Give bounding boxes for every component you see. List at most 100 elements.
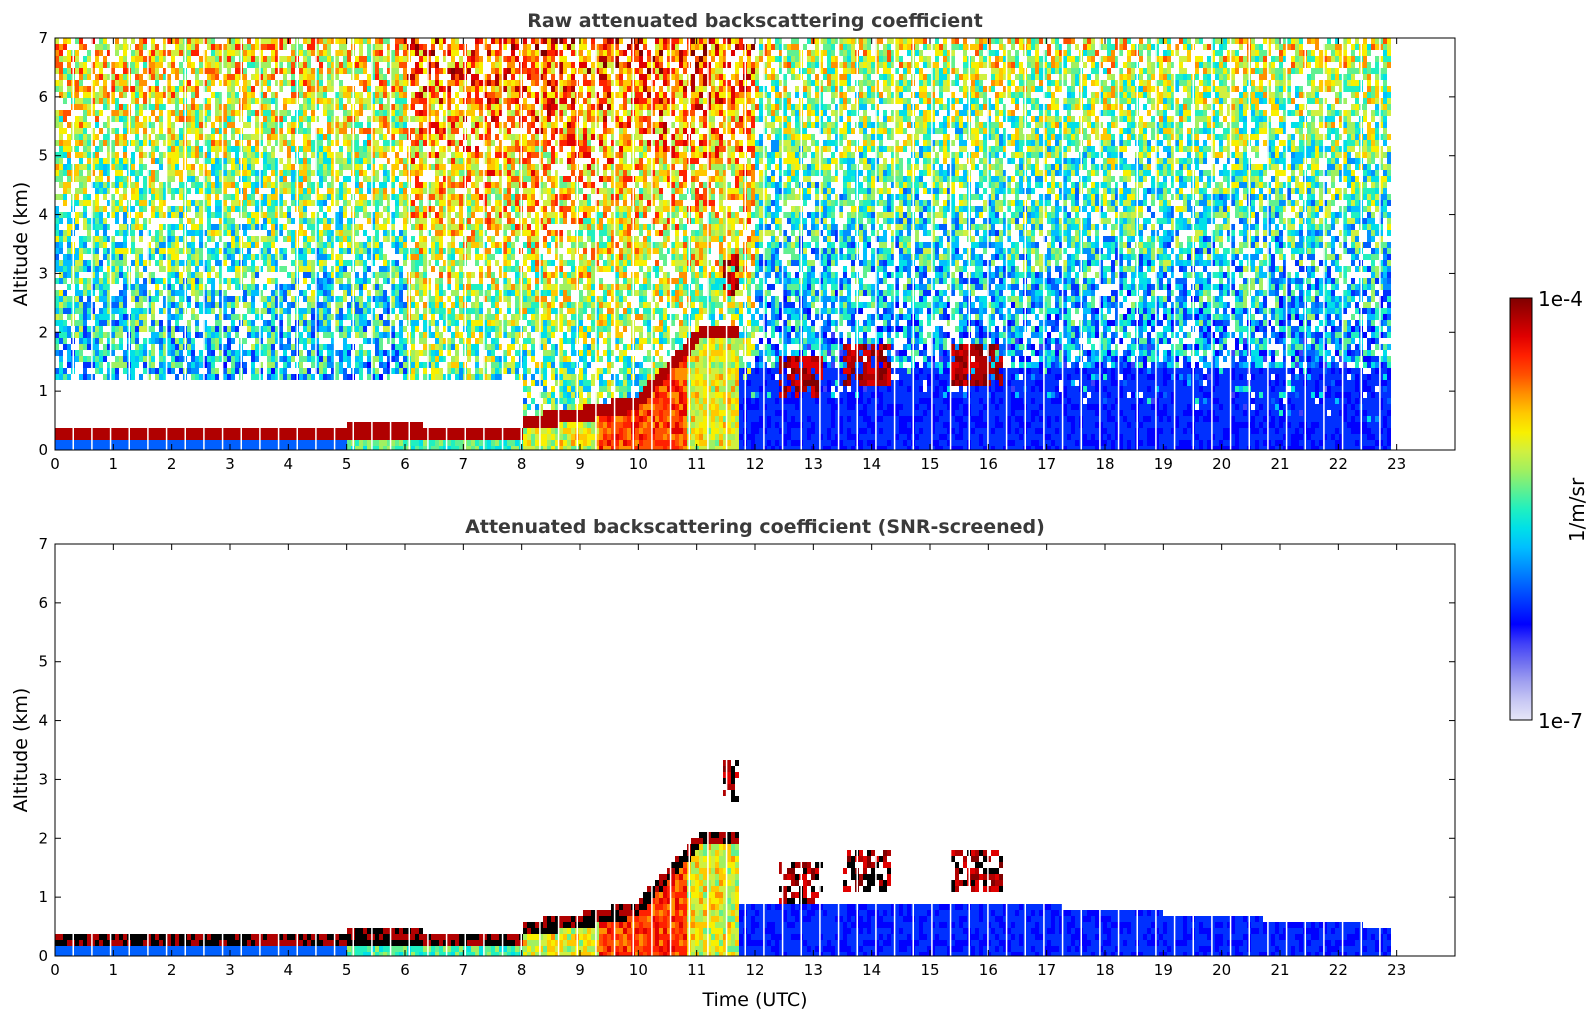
raw-heatmap-cell: [307, 248, 311, 254]
raw-heatmap-cell: [307, 92, 311, 98]
raw-heatmap-cell: [143, 308, 147, 314]
raw-heatmap-cell: [455, 314, 459, 320]
raw-heatmap-cell: [311, 116, 315, 122]
raw-heatmap-cell: [415, 374, 419, 380]
raw-heatmap-cell: [467, 290, 471, 296]
raw-heatmap-cell: [391, 290, 395, 296]
raw-heatmap-cell: [455, 440, 459, 446]
raw-heatmap-cell: [227, 314, 231, 320]
raw-heatmap-cell: [267, 86, 271, 92]
raw-heatmap-cell: [179, 260, 183, 266]
raw-heatmap-cell: [251, 188, 255, 194]
raw-heatmap-cell: [223, 440, 227, 446]
raw-heatmap-cell: [435, 320, 439, 326]
raw-heatmap-cell: [243, 242, 247, 248]
raw-heatmap-cell: [475, 314, 479, 320]
raw-heatmap-cell: [155, 296, 159, 302]
raw-heatmap-cell: [207, 248, 211, 254]
raw-heatmap-cell: [171, 326, 175, 332]
raw-heatmap-cell: [359, 122, 363, 128]
raw-heatmap-cell: [423, 50, 427, 56]
raw-heatmap-cell: [247, 56, 251, 62]
raw-heatmap-cell: [171, 266, 175, 272]
raw-heatmap-cell: [135, 44, 139, 50]
raw-heatmap-cell: [131, 164, 135, 170]
raw-heatmap-cell: [115, 86, 119, 92]
raw-heatmap-cell: [195, 374, 199, 380]
raw-heatmap-cell: [75, 170, 79, 176]
raw-heatmap-cell: [143, 224, 147, 230]
raw-heatmap-cell: [411, 326, 415, 332]
raw-heatmap-cell: [399, 158, 403, 164]
raw-heatmap-cell: [55, 44, 59, 50]
raw-heatmap-cell: [67, 242, 71, 248]
raw-heatmap-cell: [123, 236, 127, 242]
raw-heatmap-cell: [395, 272, 399, 278]
raw-heatmap-cell: [123, 362, 127, 368]
raw-heatmap-cell: [55, 434, 59, 440]
raw-heatmap-cell: [379, 332, 383, 338]
raw-heatmap-cell: [323, 200, 327, 206]
raw-heatmap-cell: [419, 338, 423, 344]
raw-heatmap-cell: [179, 152, 183, 158]
raw-heatmap-cell: [475, 296, 479, 302]
raw-heatmap-cell: [79, 164, 83, 170]
raw-heatmap-cell: [439, 308, 443, 314]
raw-heatmap-cell: [139, 146, 143, 152]
raw-heatmap-cell: [59, 440, 63, 446]
raw-heatmap-cell: [131, 224, 135, 230]
raw-heatmap-cell: [303, 242, 307, 248]
raw-heatmap-cell: [311, 110, 315, 116]
raw-heatmap-cell: [367, 374, 371, 380]
raw-heatmap-cell: [467, 332, 471, 338]
raw-heatmap-cell: [215, 434, 219, 440]
raw-heatmap-cell: [215, 254, 219, 260]
raw-heatmap-cell: [159, 182, 163, 188]
raw-heatmap-cell: [191, 350, 195, 356]
raw-heatmap-cell: [227, 98, 231, 104]
raw-heatmap-cell: [447, 344, 451, 350]
raw-heatmap-cell: [119, 194, 123, 200]
raw-heatmap-cell: [343, 326, 347, 332]
raw-heatmap-cell: [151, 110, 155, 116]
raw-heatmap-cell: [347, 152, 351, 158]
raw-heatmap-cell: [475, 284, 479, 290]
raw-heatmap-cell: [355, 320, 359, 326]
raw-heatmap-cell: [459, 374, 463, 380]
raw-heatmap-cell: [411, 356, 415, 362]
raw-heatmap-cell: [231, 434, 235, 440]
raw-heatmap-cell: [247, 218, 251, 224]
raw-heatmap-cell: [375, 170, 379, 176]
raw-heatmap-cell: [55, 170, 59, 176]
raw-heatmap-cell: [227, 224, 231, 230]
raw-heatmap-cell: [187, 110, 191, 116]
raw-heatmap-cell: [63, 230, 67, 236]
raw-heatmap-cell: [63, 182, 67, 188]
raw-heatmap-cell: [199, 206, 203, 212]
raw-heatmap-cell: [303, 152, 307, 158]
raw-heatmap-cell: [231, 98, 235, 104]
raw-heatmap-cell: [195, 146, 199, 152]
raw-heatmap-cell: [95, 134, 99, 140]
raw-heatmap-cell: [235, 140, 239, 146]
raw-heatmap-cell: [455, 326, 459, 332]
raw-heatmap-cell: [391, 434, 395, 440]
raw-heatmap-cell: [475, 44, 479, 50]
raw-heatmap-cell: [131, 188, 135, 194]
raw-heatmap-cell: [115, 128, 119, 134]
raw-heatmap-cell: [383, 266, 387, 272]
raw-heatmap-cell: [195, 284, 199, 290]
raw-heatmap-cell: [303, 176, 307, 182]
raw-heatmap-cell: [379, 128, 383, 134]
raw-heatmap-cell: [151, 368, 155, 374]
raw-heatmap-cell: [55, 110, 59, 116]
raw-heatmap-cell: [247, 212, 251, 218]
raw-heatmap-cell: [395, 284, 399, 290]
raw-heatmap-cell: [59, 428, 63, 434]
raw-heatmap-cell: [123, 350, 127, 356]
raw-heatmap-cell: [87, 260, 91, 266]
raw-heatmap-cell: [355, 332, 359, 338]
raw-heatmap-cell: [327, 356, 331, 362]
raw-heatmap-cell: [375, 62, 379, 68]
raw-heatmap-cell: [255, 134, 259, 140]
